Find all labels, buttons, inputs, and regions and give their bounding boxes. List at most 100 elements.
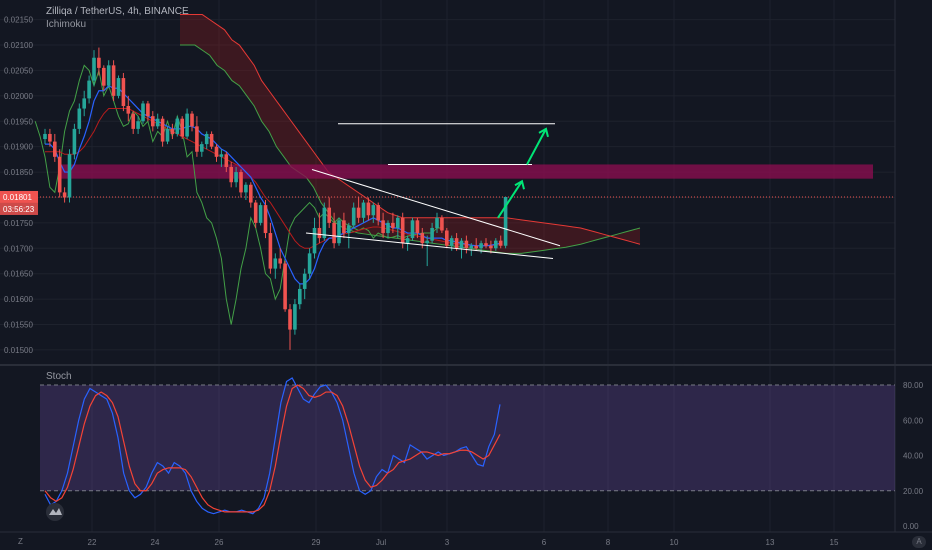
- candle-body: [165, 128, 170, 142]
- candle-body: [141, 103, 145, 122]
- candle-body: [160, 118, 165, 142]
- candle-body: [332, 222, 336, 244]
- last-price-value: 0.01801: [3, 193, 32, 202]
- date-tick-label: 26: [215, 538, 224, 547]
- candle-body: [503, 196, 508, 246]
- oscillator-label[interactable]: Stoch: [46, 371, 72, 382]
- symbol-title[interactable]: Zilliqa / TetherUS, 4h, BINANCE: [46, 6, 189, 17]
- resistance-zone: [40, 164, 895, 198]
- trend-drawings: [305, 123, 561, 259]
- stoch-d-line: [44, 384, 501, 513]
- date-tick-label: 15: [830, 538, 839, 547]
- candle-body: [155, 118, 160, 127]
- candle-body: [464, 240, 469, 249]
- date-tick-label: 6: [542, 538, 547, 547]
- candle-body: [302, 273, 307, 289]
- timezone-button[interactable]: Z: [18, 537, 23, 546]
- price-tick-label: 0.01600: [4, 295, 33, 304]
- indicator-label[interactable]: Ichimoku: [46, 19, 87, 30]
- candle-body: [278, 258, 282, 264]
- candle-body: [494, 240, 498, 249]
- candle-body: [337, 220, 341, 244]
- countdown-value: 03:56:23: [3, 205, 35, 214]
- cloud-fill: [180, 14, 640, 254]
- candle-body: [361, 202, 366, 218]
- cloud-span-a: [180, 44, 641, 254]
- candle-body: [454, 238, 459, 249]
- candle-body: [214, 146, 219, 157]
- candle-body: [420, 233, 425, 244]
- candle-body: [435, 217, 439, 228]
- candle-body: [322, 207, 327, 239]
- candles: [43, 47, 508, 350]
- price-tick-label: 0.01850: [4, 168, 33, 177]
- candle-body: [67, 154, 72, 198]
- candle-body: [72, 128, 77, 155]
- candle-body: [400, 217, 405, 244]
- candle-body: [92, 57, 96, 81]
- price-tick-label: 0.02150: [4, 16, 33, 25]
- last-price-tag: [0, 190, 38, 203]
- price-tags: 0.01801 03:56:23: [0, 190, 38, 215]
- candle-body: [53, 141, 57, 157]
- candle-body: [327, 207, 331, 223]
- candle-body: [410, 220, 415, 239]
- candle-body: [459, 240, 464, 249]
- candle-body: [204, 133, 209, 145]
- candle-body: [273, 258, 278, 269]
- candle-body: [376, 205, 380, 221]
- arrow-up-2: [526, 128, 547, 165]
- candle-body: [131, 113, 135, 129]
- candle-body: [396, 217, 400, 228]
- date-tick-label: 29: [312, 538, 321, 547]
- chikou-span: [34, 64, 442, 325]
- tradingview-logo-icon: [46, 503, 64, 521]
- candle-body: [106, 65, 111, 86]
- candle-body: [371, 205, 376, 216]
- candle-body: [381, 220, 385, 234]
- candle-body: [479, 243, 483, 249]
- date-tick-label: 10: [670, 538, 679, 547]
- candle-body: [342, 220, 346, 234]
- candle-body: [82, 98, 86, 109]
- candle-body: [121, 78, 126, 107]
- ichimoku-cloud: [180, 14, 641, 254]
- candle-body: [234, 172, 238, 183]
- candle-body: [484, 243, 488, 246]
- candle-body: [425, 240, 429, 244]
- stoch-band-fill: [40, 385, 895, 491]
- arrow-head-1: [514, 179, 525, 190]
- candle-body: [405, 238, 410, 244]
- candle-body: [136, 121, 140, 129]
- candle-body: [185, 113, 189, 137]
- price-tick-label: 0.02100: [4, 41, 33, 50]
- candle-body: [146, 103, 150, 117]
- candle-body: [386, 222, 390, 234]
- date-tick-label: 13: [766, 538, 775, 547]
- candle-body: [249, 184, 253, 203]
- candle-body: [430, 227, 434, 241]
- candle-body: [180, 118, 184, 137]
- candle-body: [43, 133, 47, 140]
- candle-body: [356, 207, 361, 218]
- candle-body: [209, 133, 214, 147]
- price-tick-label: 0.01500: [4, 346, 33, 355]
- candle-body: [239, 172, 243, 193]
- date-tick-label: Jul: [376, 538, 386, 547]
- tenkan-sen: [45, 84, 501, 285]
- candle-body: [116, 78, 121, 96]
- arrow-head-2: [538, 127, 549, 138]
- arrow-up-1: [497, 180, 523, 219]
- candle-body: [263, 205, 268, 234]
- stoch-k-line: [44, 377, 501, 515]
- price-tick-label: 0.01900: [4, 143, 33, 152]
- date-tick-label: 3: [445, 538, 450, 547]
- candle-body: [449, 238, 454, 246]
- candle-body: [283, 263, 287, 310]
- auto-scale-button[interactable]: A: [912, 536, 926, 548]
- candle-body: [351, 207, 356, 226]
- candle-body: [258, 205, 263, 223]
- candle-body: [445, 230, 449, 246]
- date-tick-label: 24: [151, 538, 160, 547]
